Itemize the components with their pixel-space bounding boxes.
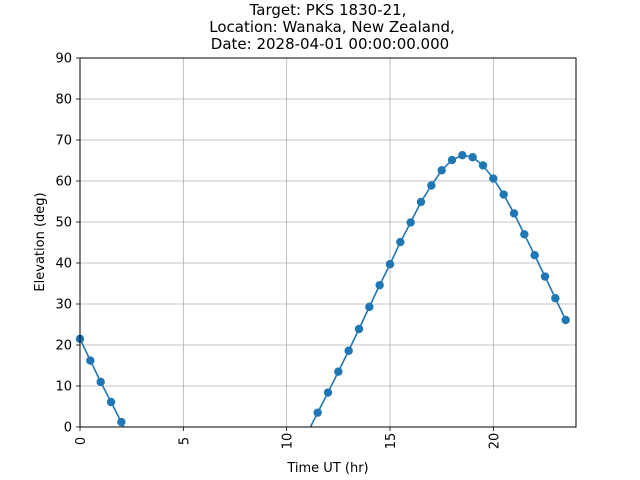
data-point [530, 251, 539, 260]
data-point [96, 377, 105, 387]
x-axis-ticks: 0 5 10 15 20 [74, 427, 502, 449]
data-point [520, 230, 529, 239]
y-tick-label: 50 [55, 216, 72, 231]
data-point [561, 315, 570, 325]
data-point [396, 237, 405, 247]
data-point [365, 302, 374, 312]
data-series [75, 150, 570, 428]
y-tick-label: 90 [55, 52, 72, 67]
data-point [499, 190, 508, 199]
data-point [551, 294, 560, 303]
title-line-1: Target: PKS 1830-21, [249, 1, 407, 19]
y-tick-label: 10 [55, 380, 72, 395]
data-point [385, 260, 395, 269]
y-tick-label: 30 [55, 298, 72, 313]
data-point [106, 397, 116, 407]
data-point [375, 280, 384, 290]
y-tick-label: 20 [55, 339, 72, 354]
x-tick-label: 20 [487, 433, 502, 450]
y-tick-label: 40 [55, 257, 72, 272]
data-point [540, 272, 550, 281]
x-axis-label: Time UT (hr) [286, 461, 368, 476]
x-tick-label: 0 [74, 437, 89, 445]
data-point [489, 174, 498, 183]
x-tick-label: 10 [281, 433, 296, 450]
data-point [117, 417, 126, 427]
y-axis-label: Elevation (deg) [33, 192, 48, 291]
data-point [313, 408, 322, 417]
y-tick-label: 0 [64, 421, 72, 436]
title-line-3: Date: 2028-04-01 00:00:00.000 [211, 35, 449, 53]
y-axis-ticks: 0 10 20 30 40 50 60 70 80 90 [55, 52, 80, 436]
y-tick-label: 80 [55, 93, 72, 108]
data-point [437, 166, 446, 175]
series-line-tail [120, 421, 125, 428]
x-tick-label: 5 [177, 437, 192, 445]
data-point [323, 388, 333, 397]
data-point [406, 218, 415, 227]
data-point [354, 324, 364, 334]
y-tick-label: 60 [55, 175, 72, 190]
data-point [86, 356, 95, 365]
series-line-tail [309, 412, 319, 428]
data-point [416, 197, 426, 207]
data-point [427, 181, 436, 190]
data-point [458, 150, 467, 160]
title-line-2: Location: Wanaka, New Zealand, [209, 18, 455, 36]
data-point [478, 161, 488, 170]
data-point [509, 209, 519, 218]
data-point [334, 367, 343, 376]
y-tick-label: 70 [55, 134, 72, 149]
data-point [447, 155, 457, 165]
data-point [344, 346, 353, 355]
x-tick-label: 15 [384, 433, 399, 450]
data-point [468, 153, 477, 162]
chart-title: Target: PKS 1830-21, Location: Wanaka, N… [209, 1, 455, 53]
plot-frame [79, 57, 577, 428]
